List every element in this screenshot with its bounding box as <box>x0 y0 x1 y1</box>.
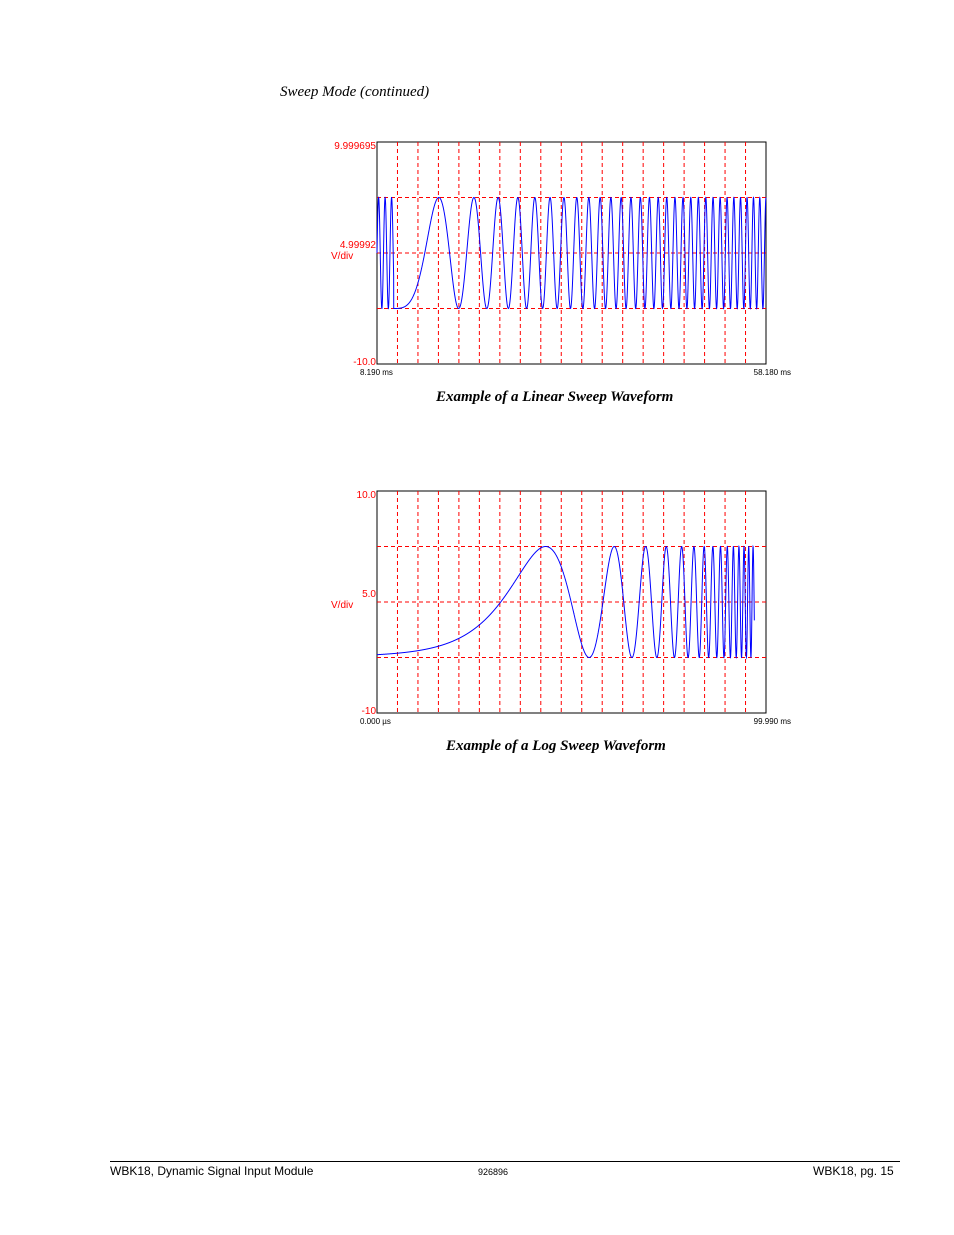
x-tick-label-start: 8.190 ms <box>360 368 393 377</box>
y-tick-label: 10.0 <box>357 490 377 501</box>
linear-sweep-chart: 9.999695 4.99992 -10.0 V/div 8.190 ms 58.180 … <box>331 141 791 377</box>
footer-rule <box>110 1161 900 1162</box>
footer-left-text: WBK18, Dynamic Signal Input Module <box>110 1164 314 1178</box>
x-tick-label-start: 0.000 µs <box>360 717 391 726</box>
y-tick-label: 5.0 <box>362 589 376 600</box>
linear-sweep-caption: Example of a Linear Sweep Waveform <box>436 389 674 405</box>
y-tick-label: 4.99992 <box>340 240 377 251</box>
log-sweep-figure: 10.0 5.0 -10 V/div 0.000 µs 99.990 ms <box>320 487 800 732</box>
x-tick-label-end: 99.990 ms <box>754 717 791 726</box>
y-tick-label: -10.0 <box>353 357 376 368</box>
y-tick-label: 9.999695 <box>334 141 376 152</box>
y-tick-label: -10 <box>362 706 377 717</box>
y-unit-label: V/div <box>331 600 353 611</box>
log-sweep-chart: 10.0 5.0 -10 V/div 0.000 µs 99.990 ms <box>331 490 791 726</box>
section-heading: Sweep Mode (continued) <box>280 84 430 100</box>
footer-document-number: 926896 <box>478 1167 509 1177</box>
log-sweep-caption: Example of a Log Sweep Waveform <box>446 738 666 754</box>
waveform-trace <box>376 544 755 660</box>
y-unit-label: V/div <box>331 251 353 262</box>
linear-sweep-figure: 9.999695 4.99992 -10.0 V/div 8.190 ms 58.180 … <box>320 138 800 383</box>
x-tick-label-end: 58.180 ms <box>754 368 791 377</box>
waveform-trace <box>376 196 767 310</box>
footer-page-number: WBK18, pg. 15 <box>813 1164 894 1178</box>
